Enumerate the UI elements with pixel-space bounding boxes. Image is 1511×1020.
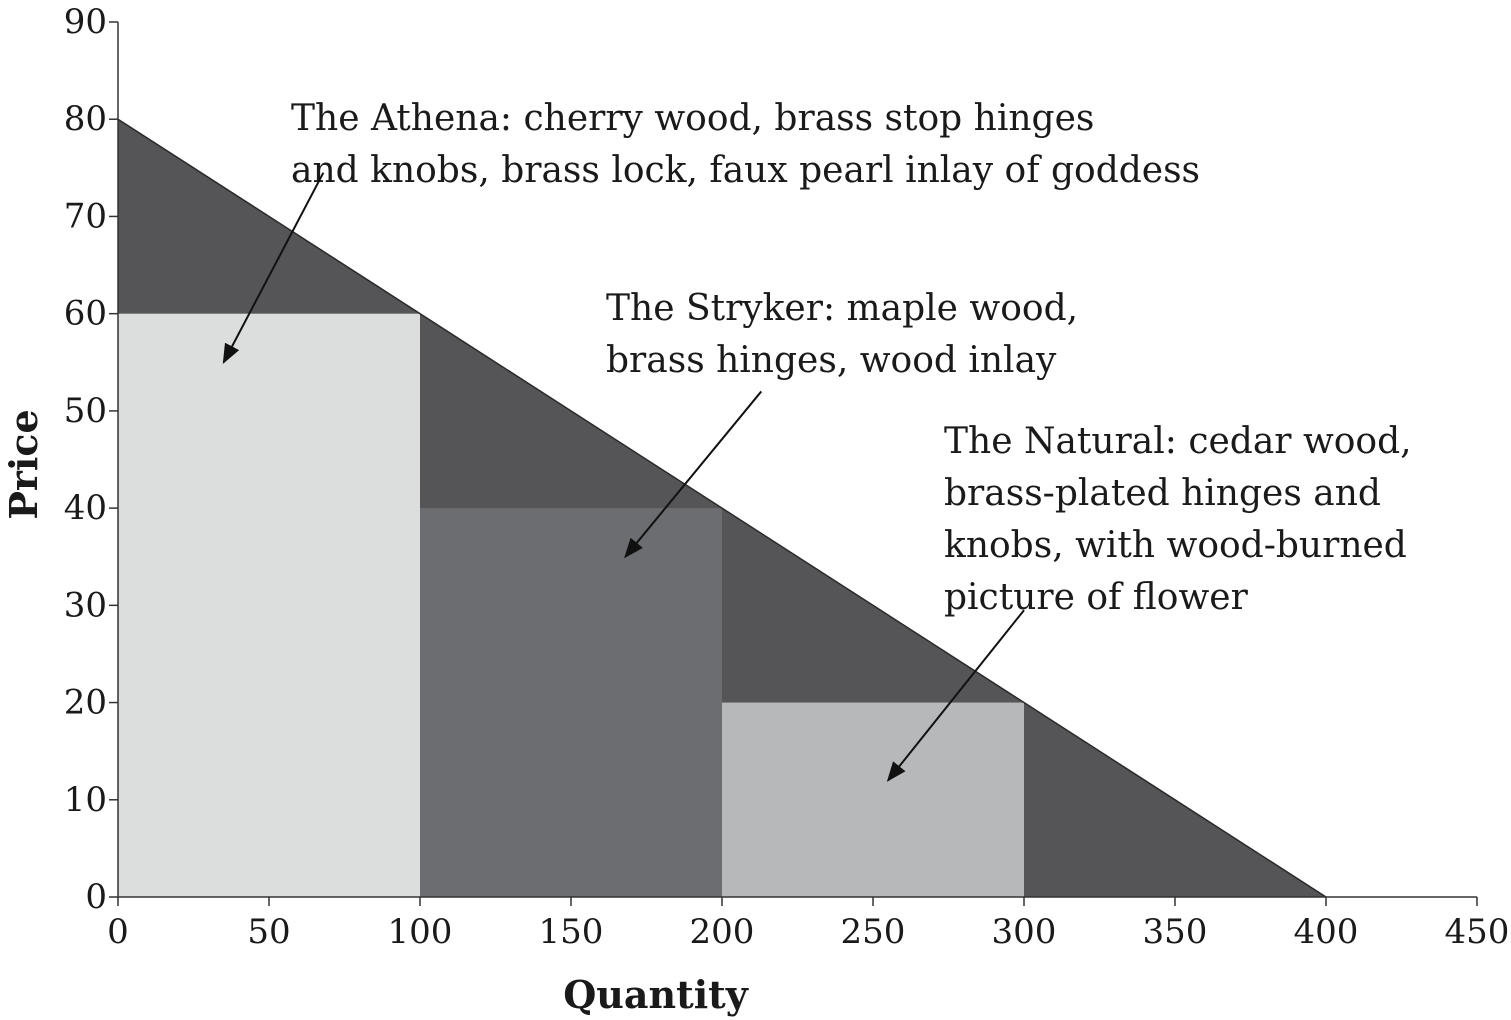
y-tick-label: 20 [64, 683, 107, 723]
price-block-1 [118, 313, 420, 898]
y-tick-label: 30 [64, 585, 107, 625]
x-tick-label: 0 [107, 912, 129, 952]
annotation-3-line-2: brass-plated hinges and [944, 473, 1381, 514]
price-block-2 [420, 508, 722, 897]
price-block-3 [722, 702, 1024, 897]
demand-line [117, 118, 1327, 898]
annotation-1-line-2: and knobs, brass lock, faux pearl inlay … [291, 150, 1200, 191]
annotation-3-arrow [886, 609, 1025, 782]
annotation-3-line-1: The Natural: cedar wood, [944, 421, 1412, 462]
x-tick-label: 350 [1143, 912, 1208, 952]
y-tick-label: 70 [64, 196, 107, 236]
annotation-3-line-4: picture of flower [944, 577, 1249, 618]
x-tick-label: 100 [388, 912, 453, 952]
x-tick-label: 450 [1445, 912, 1510, 952]
y-tick-label: 80 [64, 99, 107, 139]
x-axis-title: Quantity [563, 972, 749, 1017]
x-tick-label: 200 [690, 912, 755, 952]
annotation-1-arrow [222, 172, 325, 365]
plot-area [117, 118, 1327, 898]
y-tick-label: 50 [64, 391, 107, 431]
y-tick-label: 0 [85, 877, 107, 917]
y-axis-title: Price [1, 409, 46, 519]
annotation-2-arrow [624, 390, 763, 559]
axes: 0 50 100 150 200 250 300 350 400 450 0 10 20 30 40 50 60… [64, 2, 1510, 952]
x-tick-label: 50 [247, 912, 290, 952]
x-tick-label: 150 [539, 912, 604, 952]
annotation-2-line-1: The Stryker: maple wood, [606, 288, 1078, 329]
x-tick-label: 250 [841, 912, 906, 952]
annotation-3-line-3: knobs, with wood-burned [944, 525, 1407, 566]
x-tick-label: 400 [1294, 912, 1359, 952]
annotations: The Athena: cherry wood, brass stop hing… [222, 98, 1412, 782]
y-tick-label: 40 [64, 488, 107, 528]
x-tick-label: 300 [992, 912, 1057, 952]
y-tick-label: 90 [64, 2, 107, 42]
y-tick-label: 60 [64, 294, 107, 334]
annotation-1-line-1: The Athena: cherry wood, brass stop hing… [291, 98, 1094, 139]
annotation-2-line-2: brass hinges, wood inlay [606, 340, 1057, 381]
y-tick-label: 10 [64, 780, 107, 820]
